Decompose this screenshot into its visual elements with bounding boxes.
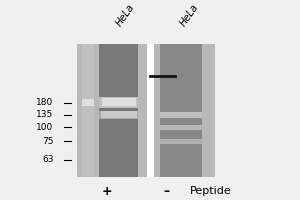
Bar — [160, 139, 202, 144]
Text: 63: 63 — [42, 155, 53, 164]
Bar — [100, 111, 138, 119]
Bar — [77, 44, 215, 177]
Text: 180: 180 — [36, 98, 53, 107]
Bar — [102, 98, 136, 106]
Bar — [160, 112, 202, 118]
Bar — [147, 44, 154, 177]
Bar — [82, 99, 94, 106]
Bar — [160, 125, 202, 130]
Bar — [160, 44, 202, 177]
Text: HeLa: HeLa — [178, 2, 201, 28]
Bar — [101, 111, 136, 118]
Text: 75: 75 — [42, 137, 53, 146]
Text: +: + — [102, 185, 112, 198]
Bar — [100, 44, 138, 177]
Bar — [100, 97, 138, 108]
Text: HeLa: HeLa — [114, 2, 137, 28]
Text: 135: 135 — [36, 110, 53, 119]
Text: 100: 100 — [36, 123, 53, 132]
Text: –: – — [163, 185, 170, 198]
Text: Peptide: Peptide — [190, 186, 232, 196]
Bar — [82, 44, 94, 177]
